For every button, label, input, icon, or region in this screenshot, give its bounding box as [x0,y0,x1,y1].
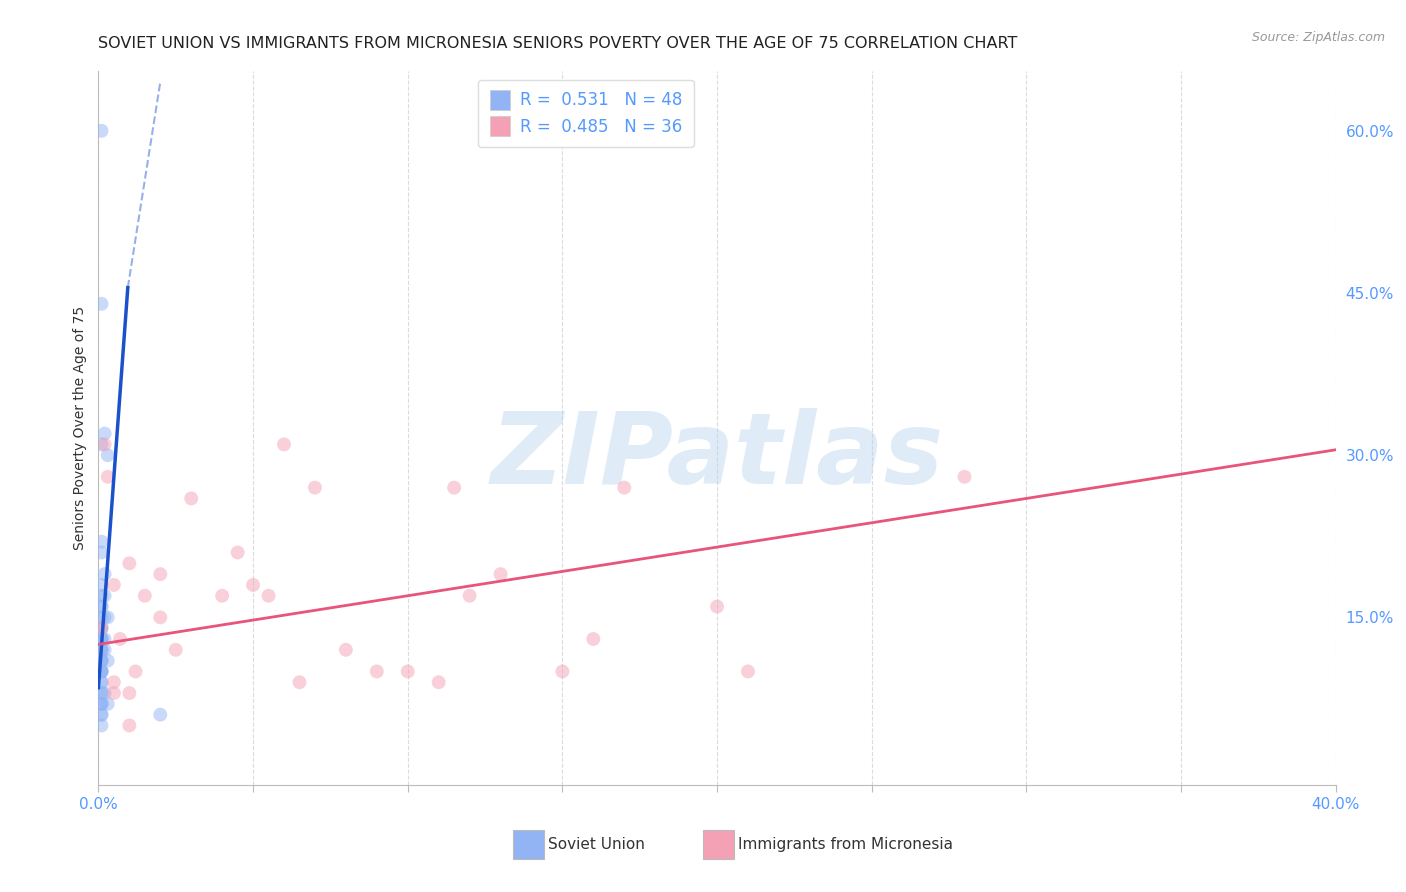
Point [90,697,112,711]
Point [90,686,112,700]
Point [90,599,112,614]
Point [90,654,112,668]
Point [93,426,115,441]
Point [97,654,120,668]
Legend: R =  0.531   N = 48, R =  0.485   N = 36: R = 0.531 N = 48, R = 0.485 N = 36 [478,79,693,147]
Point [93,589,115,603]
Point [90,632,112,646]
Point [93,567,115,582]
Point [90,665,112,679]
Point [90,589,112,603]
Point [134,589,156,603]
Point [90,697,112,711]
Point [93,642,115,657]
Point [90,642,112,657]
Point [90,621,112,635]
Point [165,642,187,657]
Point [489,567,512,582]
Point [273,437,295,451]
Point [103,578,125,592]
Point [90,654,112,668]
Point [443,481,465,495]
Point [90,632,112,646]
Point [90,665,112,679]
Point [149,707,172,722]
Point [93,686,115,700]
Point [90,675,112,690]
Point [90,534,112,549]
Point [90,697,112,711]
Text: Immigrants from Micronesia: Immigrants from Micronesia [738,838,953,852]
Point [706,599,728,614]
Point [90,621,112,635]
Point [93,632,115,646]
Point [242,578,264,592]
Point [90,124,112,138]
Point [211,589,233,603]
Point [551,665,574,679]
Point [90,665,112,679]
Point [97,610,120,624]
Point [90,578,112,592]
Point [149,610,172,624]
Point [93,610,115,624]
Point [90,599,112,614]
Point [288,675,311,690]
Text: Soviet Union: Soviet Union [548,838,645,852]
Point [90,707,112,722]
Point [124,665,146,679]
Point [90,297,112,311]
Point [90,686,112,700]
Point [90,642,112,657]
Point [97,697,120,711]
Point [335,642,357,657]
Point [90,665,112,679]
Point [257,589,280,603]
Point [90,707,112,722]
Point [953,470,976,484]
Point [737,665,759,679]
Point [90,632,112,646]
Point [180,491,202,506]
Point [103,686,125,700]
Point [90,718,112,732]
Point [118,557,141,571]
Point [90,642,112,657]
Point [108,632,131,646]
Point [366,665,388,679]
Point [97,470,120,484]
Point [304,481,326,495]
Point [90,621,112,635]
Point [93,437,115,451]
Text: Source: ZipAtlas.com: Source: ZipAtlas.com [1251,31,1385,45]
Point [396,665,419,679]
Point [103,675,125,690]
Point [118,718,141,732]
Point [90,437,112,451]
Point [582,632,605,646]
Point [97,448,120,462]
Text: ZIPatlas: ZIPatlas [491,409,943,505]
Point [118,686,141,700]
Point [427,675,450,690]
Y-axis label: Seniors Poverty Over the Age of 75: Seniors Poverty Over the Age of 75 [73,306,87,550]
Point [90,675,112,690]
Point [90,610,112,624]
Point [226,545,249,559]
Point [458,589,481,603]
Point [90,654,112,668]
Point [90,632,112,646]
Text: SOVIET UNION VS IMMIGRANTS FROM MICRONESIA SENIORS POVERTY OVER THE AGE OF 75 CO: SOVIET UNION VS IMMIGRANTS FROM MICRONES… [98,36,1018,51]
Point [90,545,112,559]
Point [149,567,172,582]
Point [613,481,636,495]
